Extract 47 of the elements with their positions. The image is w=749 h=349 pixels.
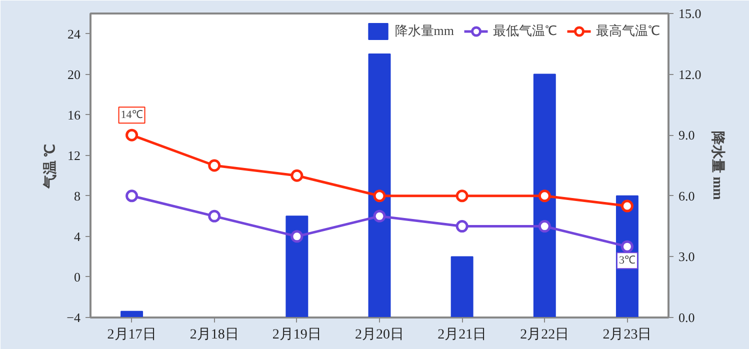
point bbox=[620, 240, 634, 253]
point bbox=[126, 128, 138, 142]
point bbox=[373, 210, 386, 222]
y2-tick-label: 9.0 bbox=[678, 128, 695, 143]
x-tick-label: 2月20日 bbox=[355, 328, 404, 342]
point bbox=[126, 190, 138, 202]
point bbox=[373, 190, 386, 202]
bar bbox=[286, 216, 308, 318]
y2-tick-label: 15.0 bbox=[678, 6, 702, 21]
x-tick-label: 2月18日 bbox=[190, 328, 239, 342]
legend-label: 降水量mm bbox=[394, 22, 454, 40]
x-tick-label: 2月19日 bbox=[272, 328, 322, 342]
legend-label: 最高气温℃ bbox=[596, 22, 660, 40]
y-tick-label: 4 bbox=[74, 228, 81, 244]
bar bbox=[450, 256, 474, 318]
y-tick-label: 12 bbox=[68, 148, 80, 163]
y-tick-label: 8 bbox=[74, 188, 80, 204]
bar bbox=[120, 310, 144, 318]
y2-tick-label: 0.0 bbox=[678, 310, 695, 325]
y2-axis-title: 降水量 mm bbox=[709, 131, 726, 200]
x-tick-label: 2月17日 bbox=[107, 328, 156, 342]
point bbox=[208, 210, 221, 222]
legend-label: 最低气温℃ bbox=[493, 22, 557, 40]
point bbox=[538, 220, 551, 233]
point bbox=[620, 200, 634, 212]
point bbox=[290, 169, 304, 182]
x-tick-label: 2月22日 bbox=[520, 328, 570, 342]
bar bbox=[368, 54, 391, 318]
y-tick-label: 16 bbox=[68, 107, 81, 122]
bar bbox=[533, 74, 556, 318]
point bbox=[456, 190, 468, 202]
x-tick-label: 2月21日 bbox=[438, 328, 487, 342]
y-tick-label: 24 bbox=[68, 26, 81, 42]
point bbox=[208, 159, 221, 172]
y-tick-label: 0 bbox=[74, 269, 80, 284]
x-tick-label: 2月23日 bbox=[602, 328, 652, 342]
y-axis-title: 气温 ℃ bbox=[42, 144, 59, 190]
annotation: 14℃ bbox=[120, 109, 143, 122]
point bbox=[538, 190, 551, 202]
y-tick-label: −4 bbox=[66, 310, 81, 325]
y-tick-label: 20 bbox=[68, 66, 80, 82]
point bbox=[456, 220, 468, 233]
y2-tick-label: 6.0 bbox=[678, 188, 695, 204]
y2-tick-label: 12.0 bbox=[678, 66, 702, 82]
y2-tick-label: 3.0 bbox=[678, 249, 695, 264]
annotation: 3℃ bbox=[618, 254, 636, 267]
point bbox=[290, 230, 304, 243]
